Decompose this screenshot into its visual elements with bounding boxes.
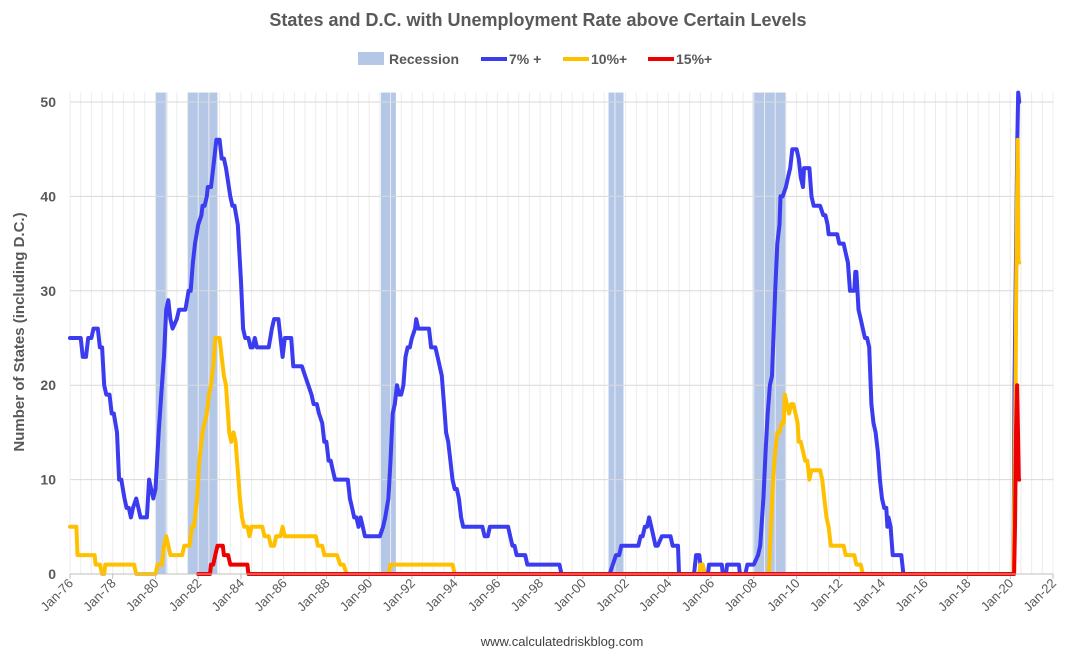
- x-tick-label: Jan-92: [379, 576, 418, 615]
- legend-swatch-recession: [358, 52, 384, 65]
- recession-band-4: [752, 92, 786, 574]
- x-tick-label: Jan-98: [508, 576, 547, 615]
- x-tick-label: Jan-06: [678, 576, 717, 615]
- y-tick-label: 50: [40, 94, 56, 110]
- x-tick-label: Jan-86: [251, 576, 290, 615]
- x-tick-label: Jan-08: [721, 576, 760, 615]
- x-tick-label: Jan-80: [123, 576, 162, 615]
- x-tick-label: Jan-88: [294, 576, 333, 615]
- x-tick-label: Jan-00: [550, 576, 589, 615]
- series-line-15pct: [196, 383, 1022, 576]
- legend: Recession 7% + 10%+ 15%+: [358, 51, 712, 67]
- series-lines: [68, 90, 1022, 576]
- x-tick-label: Jan-94: [422, 576, 461, 615]
- x-tick-label: Jan-16: [892, 576, 931, 615]
- x-tick-label: Jan-84: [208, 576, 247, 615]
- x-tick-label: Jan-04: [636, 576, 675, 615]
- series-line-7pct: [68, 90, 1022, 576]
- footer-url: www.calculatedriskblog.com: [480, 634, 644, 649]
- y-tick-label: 0: [48, 566, 56, 582]
- series-line-10pct: [68, 137, 1022, 576]
- x-tick-label: Jan-10: [764, 576, 803, 615]
- y-tick-label: 10: [40, 472, 56, 488]
- x-tick-label: Jan-90: [337, 576, 376, 615]
- recession-band-0: [155, 92, 168, 574]
- y-tick-label: 40: [40, 188, 56, 204]
- x-tick-label: Jan-20: [978, 576, 1017, 615]
- x-tick-label: Jan-02: [593, 576, 632, 615]
- legend-label-10pct: 10%+: [591, 51, 627, 67]
- x-axis-ticks: Jan-76 Jan-78 Jan-80 Jan-82 Jan-84 Jan-86 Jan-…: [37, 574, 1059, 614]
- y-axis-ticks: 0 10 20 30 40 50: [40, 94, 56, 582]
- chart-title: States and D.C. with Unemployment Rate a…: [269, 10, 806, 30]
- legend-label-15pct: 15%+: [676, 51, 712, 67]
- x-tick-label: Jan-22: [1020, 576, 1059, 615]
- x-tick-label: Jan-76: [37, 576, 76, 615]
- y-axis-label: Number of States (including D.C.): [11, 212, 28, 451]
- x-tick-label: Jan-82: [166, 576, 205, 615]
- x-tick-label: Jan-12: [807, 576, 846, 615]
- legend-label-7pct: 7% +: [509, 51, 541, 67]
- y-tick-label: 20: [40, 377, 56, 393]
- x-tick-label: Jan-18: [935, 576, 974, 615]
- x-tick-label: Jan-78: [80, 576, 119, 615]
- x-tick-label: Jan-14: [849, 576, 888, 615]
- recession-band-3: [608, 92, 624, 574]
- recession-bands: [155, 92, 786, 574]
- y-tick-label: 30: [40, 283, 56, 299]
- legend-label-recession: Recession: [389, 51, 459, 67]
- x-tick-label: Jan-96: [465, 576, 504, 615]
